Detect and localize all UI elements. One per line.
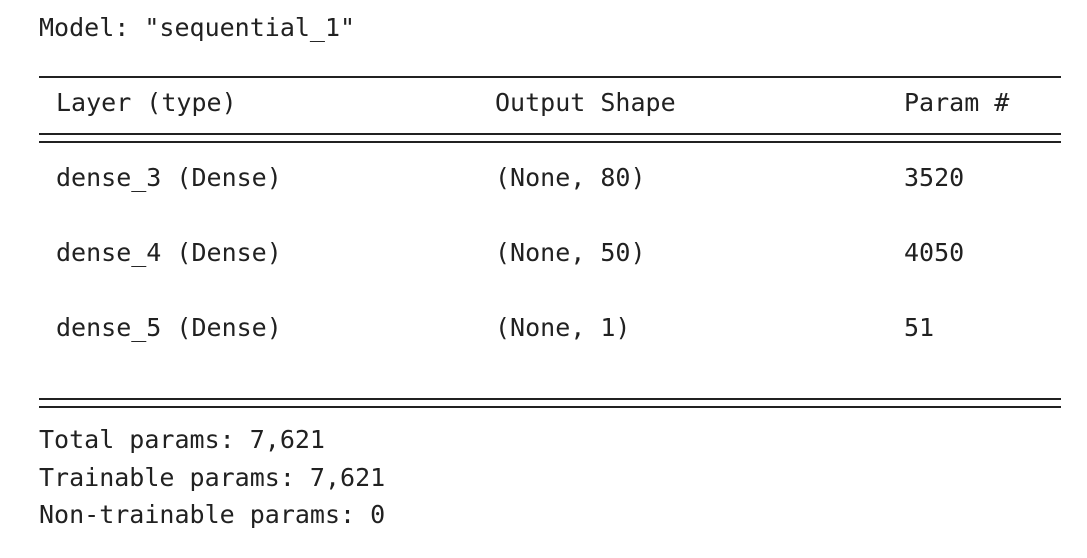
footer-separator [39,398,1061,408]
row-param-count: 51 [904,313,935,342]
trainable-params: Trainable params: 7,621 [39,463,386,492]
row-layer: dense_5 (Dense) [56,313,282,342]
row-param-count: 4050 [904,238,965,267]
row-output-shape: (None, 1) [495,313,631,342]
model-title: Model: "sequential_1" [39,13,356,42]
row-layer: dense_3 (Dense) [56,163,282,192]
non-trainable-params: Non-trainable params: 0 [39,500,386,529]
row-output-shape: (None, 80) [495,163,646,192]
total-params: Total params: 7,621 [39,425,325,454]
top-divider [39,76,1061,78]
row-param-count: 3520 [904,163,965,192]
row-output-shape: (None, 50) [495,238,646,267]
header-param-count: Param # [904,88,1010,117]
header-output-shape: Output Shape [495,88,676,117]
header-layer-type: Layer (type) [56,88,237,117]
header-separator [39,133,1061,143]
row-layer: dense_4 (Dense) [56,238,282,267]
